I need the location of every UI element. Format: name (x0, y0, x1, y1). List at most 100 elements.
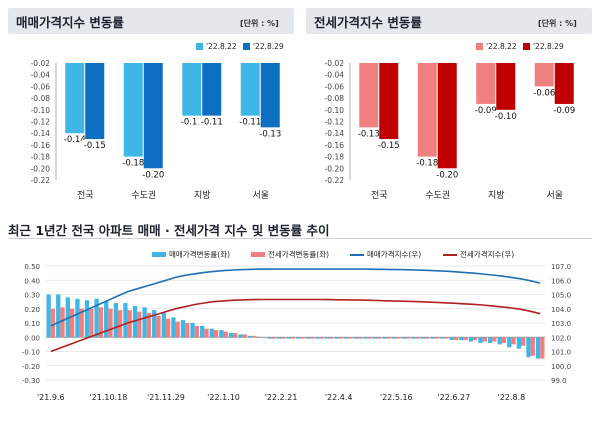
jeonse-data-label: -0.13 (358, 129, 380, 139)
jeonse-data-label: -0.10 (495, 112, 517, 122)
sale-legend-swatch-2 (243, 43, 250, 50)
sale-x-tick-label: 전국 (77, 190, 94, 201)
sale-bar (240, 63, 260, 116)
trend-title-divider (8, 238, 592, 239)
trend-bar (127, 310, 132, 338)
trend-bar (75, 298, 80, 338)
sale-legend-item-2: '22.8.29 (243, 42, 284, 51)
trend-bar (238, 334, 243, 338)
trend-bar (478, 337, 483, 343)
jeonse-chart-unit: [단위 : %] (538, 19, 577, 28)
trend-bar (430, 337, 435, 339)
trend-bar (415, 337, 420, 339)
trend-legend-label-jeonse-index: 전세가격지수(우) (460, 250, 515, 259)
sale-x-tick-label: 수도권 (131, 189, 156, 201)
trend-legend-swatch-sale-index (350, 253, 364, 256)
jeonse-y-tick-label: -0.04 (325, 71, 345, 80)
trend-bar (194, 325, 200, 338)
trend-bar (439, 337, 445, 339)
trend-sale-index-line (50, 268, 541, 327)
trend-bar (46, 294, 51, 338)
jeonse-legend-label-2: '22.8.29 (533, 42, 564, 51)
sale-data-label-bg (178, 116, 205, 127)
trend-bar (463, 337, 468, 341)
jeonse-data-label-bg (472, 104, 499, 115)
trend-bar (137, 311, 142, 338)
sale-data-label-bg (120, 157, 147, 168)
trend-bar (377, 337, 382, 339)
trend-bar (219, 330, 224, 338)
sale-x-tick-label: 서울 (252, 190, 269, 201)
trend-bar (60, 307, 65, 338)
trend-chart-title: 최근 1년간 전국 아파트 매매 · 전세가격 지수 및 변동률 추이 (8, 223, 330, 238)
trend-bar (324, 337, 330, 339)
sale-bar (182, 63, 202, 116)
trend-bar (530, 337, 535, 356)
trend-bar (334, 337, 339, 339)
trend-y-left-tick-label: 0.00 (24, 334, 40, 342)
trend-bar (209, 328, 214, 338)
jeonse-y-tick-label: -0.02 (325, 59, 345, 68)
jeonse-data-label: -0.09 (553, 106, 575, 116)
trend-jeonse-index-line (50, 298, 541, 353)
sale-data-label-bg (140, 169, 167, 180)
jeonse-legend-label-1: '22.8.22 (486, 42, 517, 51)
trend-bar (281, 337, 286, 339)
trend-bar (228, 332, 234, 338)
trend-bar (233, 332, 238, 338)
trend-bar (401, 337, 406, 339)
trend-bar (65, 297, 70, 338)
trend-combo-chart: -0.30 -0.20 -0.10 0.00 0.10 0.20 0.30 0.40 0.50 9… (22, 263, 571, 402)
jeonse-chart-title: 전세가격지수 변동률 (306, 8, 592, 34)
trend-bar (204, 328, 209, 338)
sale-data-label: -0.13 (259, 129, 281, 139)
jeonse-legend-item-2: '22.8.29 (523, 42, 564, 51)
sale-y-tick-label: -0.06 (31, 82, 51, 91)
sale-bar (123, 63, 143, 157)
trend-bar (248, 335, 253, 338)
trend-legend-label-sale-index: 매매가격지수(우) (367, 250, 422, 259)
sale-y-tick-label: -0.08 (31, 94, 51, 103)
jeonse-legend-swatch-1 (476, 43, 483, 50)
trend-y-left-tick-label: 0.40 (24, 277, 40, 285)
trend-bar (69, 308, 75, 338)
trend-bar (305, 337, 310, 339)
sale-chart-unit: [단위 : %] (240, 19, 279, 28)
trend-y-right-tick-label: 99.0 (551, 377, 567, 385)
jeonse-y-tick-label: -0.10 (325, 106, 345, 115)
trend-bar (315, 337, 320, 339)
jeonse-bar (417, 63, 437, 157)
sale-bar (260, 63, 280, 128)
sale-y-tick-label: -0.20 (31, 164, 51, 173)
trend-y-left-tick-label: 0.10 (24, 320, 40, 328)
sale-y-tick-label: -0.12 (31, 118, 51, 127)
trend-y-right-tick-label: 101.0 (551, 349, 571, 357)
trend-x-tick-label: '22.5.16 (380, 393, 413, 402)
trend-bar (396, 337, 401, 339)
trend-bar (161, 313, 166, 338)
trend-bar (142, 307, 147, 338)
trend-bar (411, 337, 416, 339)
jeonse-data-label-bg (531, 87, 558, 98)
jeonse-data-label-bg (355, 128, 382, 139)
trend-x-tick-label: '22.2.21 (265, 393, 298, 402)
sale-data-label: -0.20 (142, 170, 164, 180)
jeonse-bar (534, 63, 554, 87)
sale-data-label-bg (237, 116, 264, 127)
trend-bar (185, 323, 190, 338)
jeonse-data-label: -0.15 (378, 141, 400, 151)
sale-data-label-bg (81, 140, 108, 151)
sale-bar (85, 63, 105, 140)
jeonse-x-tick-label: 수도권 (425, 189, 450, 201)
jeonse-y-tick-label: -0.12 (325, 118, 345, 127)
jeonse-bar (379, 63, 399, 140)
trend-bar (540, 337, 545, 359)
jeonse-data-label-bg (492, 110, 519, 121)
trend-bar (252, 335, 257, 338)
sale-data-label: -0.11 (181, 118, 203, 128)
trend-bar (146, 313, 152, 338)
trend-legend-sale-index: 매매가격지수(우) (350, 249, 421, 260)
trend-bar (84, 300, 90, 338)
trend-legend-jeonse-rate: 전세가격변동률(좌) (251, 249, 329, 260)
jeonse-x-tick-label: 지방 (488, 190, 505, 201)
